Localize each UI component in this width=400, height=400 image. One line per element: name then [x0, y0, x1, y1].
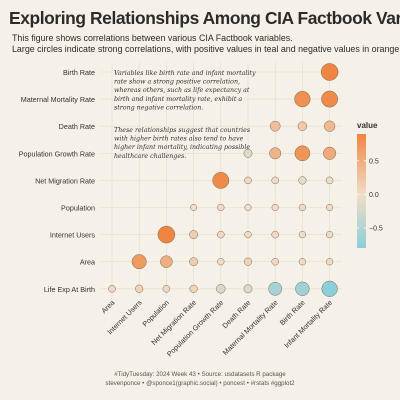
legend-tick-label-pos: 0.5 [369, 158, 379, 165]
bubble-life-exp-at-birth-infant-mortality-rate [321, 280, 338, 297]
bubble-death-rate-infant-mortality-rate [323, 120, 336, 132]
bubble-life-exp-at-birth-internet-users [135, 284, 144, 293]
bubble-internet-users-population [157, 225, 176, 244]
bubble-area-population [160, 255, 173, 268]
legend-color-bar [357, 134, 366, 248]
bubble-population-growth-rate-infant-mortality-rate [323, 146, 337, 160]
bubble-net-migration-rate-maternal-mortality-rate [271, 176, 279, 185]
bubble-internet-users-net-migration-rate [189, 230, 198, 239]
bubble-population-death-rate [244, 204, 252, 211]
y-tick-label-internet-users: Internet Users [50, 231, 96, 240]
legend-tick-label-neg: −0.5 [369, 225, 383, 232]
bubble-internet-users-birth-rate [298, 230, 307, 239]
bubble-area-maternal-mortality-rate [271, 257, 279, 266]
bubble-life-exp-at-birth-area [108, 285, 116, 293]
bubble-birth-rate-infant-mortality-rate [320, 63, 339, 81]
chart-title: Exploring Relationships Among CIA Factbo… [9, 8, 400, 28]
caption-source: #TidyTuesday: 2024 Week 43 • Source: usd… [114, 371, 286, 378]
bubble-net-migration-rate-birth-rate [298, 176, 307, 185]
bubble-area-infant-mortality-rate [325, 258, 334, 266]
bubble-population-net-migration-rate [190, 204, 198, 211]
legend-tick-label-zero: 0.0 [369, 192, 379, 199]
bubble-population-birth-rate [298, 203, 307, 212]
bubble-population-infant-mortality-rate [326, 203, 334, 212]
y-tick-label-life-exp-at-birth: Life Exp At Birth [44, 285, 95, 294]
bubble-internet-users-maternal-mortality-rate [271, 230, 279, 239]
bubble-life-exp-at-birth-death-rate [243, 284, 253, 294]
bubble-net-migration-rate-infant-mortality-rate [325, 176, 334, 185]
bubble-maternal-mortality-rate-infant-mortality-rate [321, 90, 339, 108]
bubble-net-migration-rate-population-growth-rate [212, 171, 230, 189]
bubble-population-maternal-mortality-rate [271, 203, 279, 212]
bubble-population-growth-rate-death-rate [243, 148, 253, 158]
bubble-death-rate-birth-rate [297, 121, 308, 131]
bubble-life-exp-at-birth-population-growth-rate [216, 284, 226, 294]
legend-title: value [357, 121, 378, 130]
y-tick-label-population: Population [61, 204, 95, 213]
y-tick-label-maternal-mortality-rate: Maternal Mortality Rate [21, 95, 95, 104]
y-tick-label-area: Area [80, 258, 95, 267]
bubble-internet-users-death-rate [244, 230, 252, 239]
bubble-internet-users-infant-mortality-rate [325, 230, 334, 239]
bubble-area-death-rate [243, 257, 253, 266]
bubble-life-exp-at-birth-maternal-mortality-rate [268, 281, 283, 296]
bubble-area-birth-rate [298, 258, 307, 266]
y-tick-label-population-growth-rate: Population Growth Rate [19, 149, 95, 158]
bubble-net-migration-rate-death-rate [244, 176, 252, 185]
bubble-life-exp-at-birth-net-migration-rate [189, 284, 198, 293]
y-tick-label-birth-rate: Birth Rate [63, 68, 95, 77]
bubble-internet-users-population-growth-rate [217, 230, 225, 239]
annotation-healthcare: These relationships suggest that countri… [114, 127, 251, 160]
chart-subtitle-line-1: This figure shows correlations between v… [12, 33, 293, 43]
bubble-population-growth-rate-maternal-mortality-rate [269, 147, 282, 160]
y-tick-label-net-migration-rate: Net Migration Rate [35, 176, 95, 185]
caption-credits: stevenponce • @sponce1(graphic.social) •… [105, 380, 295, 387]
chart-subtitle-line-2: Large circles indicate strong correlatio… [12, 44, 400, 54]
bubble-population-growth-rate-birth-rate [294, 145, 311, 162]
bubble-area-internet-users [131, 254, 147, 270]
bubble-life-exp-at-birth-population [162, 285, 171, 293]
annotation-positive-negative: Variables like birth rate and infant mor… [114, 70, 256, 111]
bubble-life-exp-at-birth-birth-rate [295, 281, 310, 296]
bubble-maternal-mortality-rate-birth-rate [294, 91, 311, 108]
x-tick-label-maternal-mortality-rate: Maternal Mortality Rate [221, 298, 280, 357]
x-tick-label-infant-mortality-rate: Infant Mortality Rate [282, 298, 334, 350]
y-tick-label-death-rate: Death Rate [59, 122, 95, 131]
bubble-death-rate-maternal-mortality-rate [269, 120, 281, 132]
bubble-population-population-growth-rate [217, 203, 225, 212]
bubble-area-population-growth-rate [217, 258, 225, 266]
x-tick-label-area: Area [99, 298, 116, 315]
bubble-area-net-migration-rate [189, 257, 198, 267]
